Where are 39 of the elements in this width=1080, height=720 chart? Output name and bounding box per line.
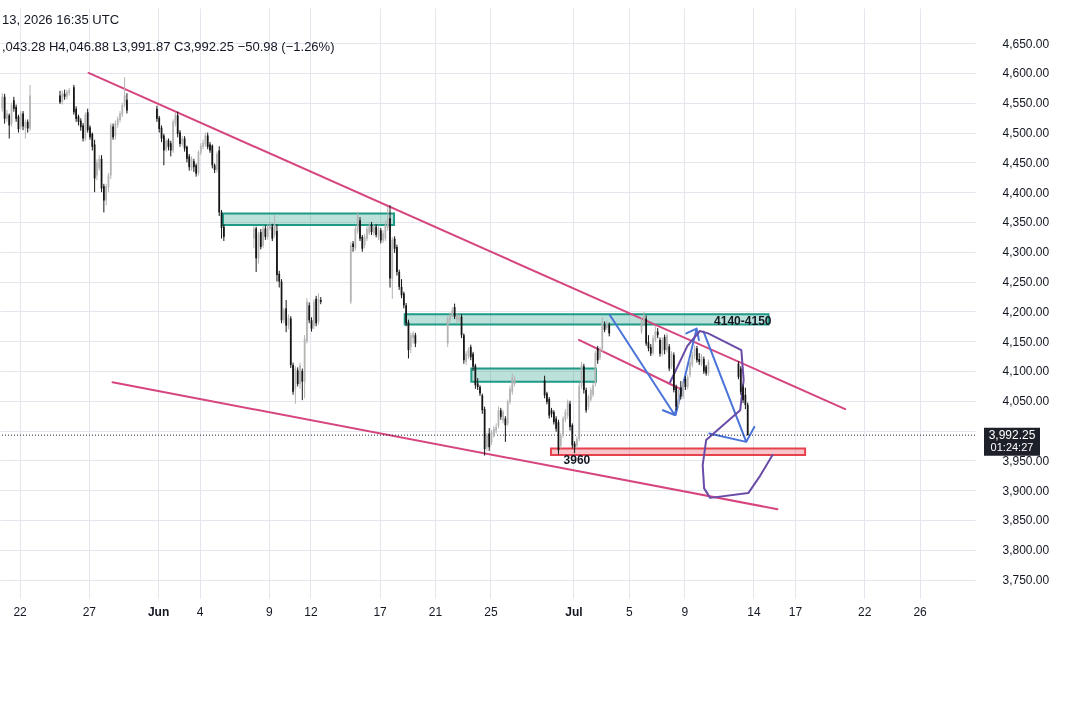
y-tick-label: 4,500.00 xyxy=(1002,126,1050,141)
y-tick-label: 4,650.00 xyxy=(1002,36,1050,51)
annotation: ,043.28 H4,046.88 L3,991.87 C3,992.25 −50.98 (−1.26%) xyxy=(2,39,335,54)
x-tick-label: Jun xyxy=(147,604,170,619)
x-tick-label: 9 xyxy=(681,604,689,619)
y-tick-label: 4,400.00 xyxy=(1002,185,1050,200)
y-tick-label: 4,450.00 xyxy=(1002,155,1050,170)
y-tick-label: 3,850.00 xyxy=(1002,513,1050,528)
y-tick-label: 4,100.00 xyxy=(1002,364,1050,379)
y-tick-label: 4,200.00 xyxy=(1002,304,1050,319)
x-tick-label: 14 xyxy=(747,604,761,619)
x-tick-label: 4 xyxy=(196,604,204,619)
x-tick-label: 22 xyxy=(13,604,28,619)
y-tick-label: 4,350.00 xyxy=(1002,215,1050,230)
x-tick-label: 9 xyxy=(266,604,273,619)
y-tick-label: 4,550.00 xyxy=(1002,96,1050,111)
x-tick-label: 25 xyxy=(484,604,498,619)
x-tick-label: Jul xyxy=(565,604,583,619)
y-tick-label: 3,800.00 xyxy=(1002,543,1050,558)
x-tick-label: 17 xyxy=(788,604,803,619)
x-tick-label: 12 xyxy=(304,604,318,619)
x-tick-label: 27 xyxy=(82,604,97,619)
x-tick-label: 26 xyxy=(913,604,928,619)
y-tick-label: 4,600.00 xyxy=(1002,66,1050,81)
annotation: 13, 2026 16:35 UTC xyxy=(2,12,120,27)
y-tick-label: 4,150.00 xyxy=(1002,334,1050,349)
x-tick-label: 17 xyxy=(373,604,388,619)
y-tick-label: 4,050.00 xyxy=(1002,394,1050,409)
y-tick-label: 3,750.00 xyxy=(1002,573,1050,588)
x-tick-label: 21 xyxy=(428,604,443,619)
y-tick-label: 4,300.00 xyxy=(1002,245,1050,260)
y-tick-label: 4,250.00 xyxy=(1002,275,1050,290)
x-tick-label: 5 xyxy=(626,604,633,619)
ref-line-label: 3,992.25 xyxy=(988,428,1036,443)
text: 01:24:27 xyxy=(990,441,1034,454)
y-tick-label: 3,950.00 xyxy=(1002,453,1050,468)
x-tick-label: 22 xyxy=(858,604,872,619)
y-tick-label: 3,900.00 xyxy=(1002,483,1050,498)
annotation: 3960 xyxy=(563,453,591,468)
